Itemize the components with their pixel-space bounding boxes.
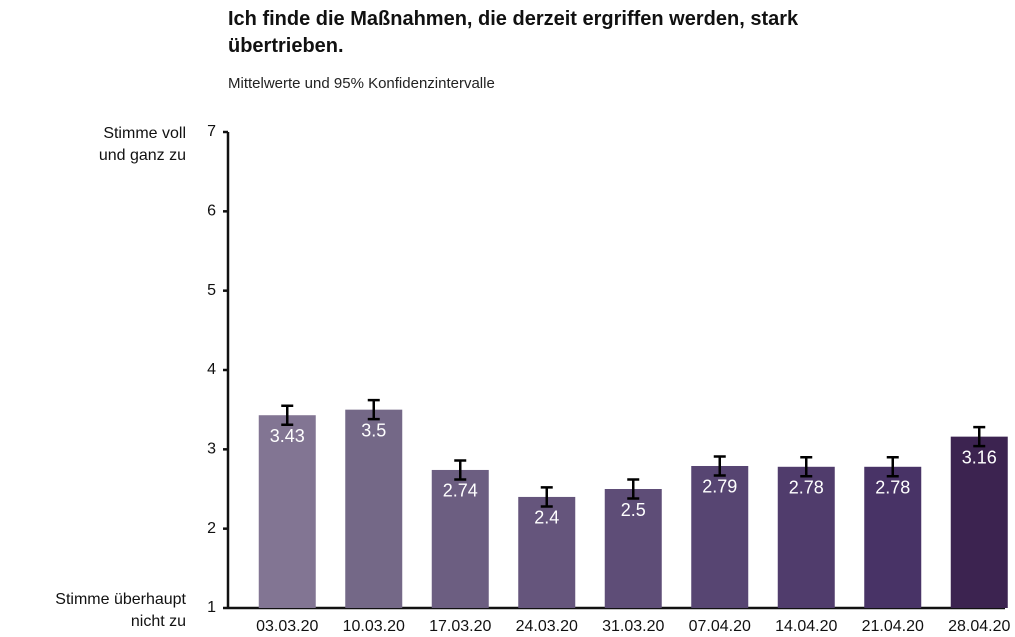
y-tick-label: 5 xyxy=(207,282,216,299)
x-tick-label: 07.04.20 xyxy=(689,618,751,635)
y-tick-label: 1 xyxy=(207,599,216,616)
x-tick-label: 10.03.20 xyxy=(343,618,405,635)
bar xyxy=(864,466,922,608)
x-tick-label: 14.04.20 xyxy=(775,618,837,635)
data-label: 2.4 xyxy=(534,508,559,528)
error-bar xyxy=(367,398,380,421)
error-bar xyxy=(973,425,986,448)
error-bar xyxy=(800,456,813,478)
bar xyxy=(431,469,489,608)
data-label: 3.43 xyxy=(270,426,305,446)
y-tick-label: 7 xyxy=(207,123,216,140)
chart-title: Ich finde die Maßnahmen, die derzeit erg… xyxy=(228,8,799,57)
bar xyxy=(777,466,835,608)
y-tick-label: 4 xyxy=(207,361,216,378)
chart-subtitle: Mittelwerte und 95% Konfidenzintervalle xyxy=(228,75,495,92)
y-end-label: Stimme voll xyxy=(103,125,186,142)
x-tick-label: 03.03.20 xyxy=(256,618,318,635)
x-tick-label: 28.04.20 xyxy=(948,618,1010,635)
bar xyxy=(345,409,403,608)
x-tick-label: 17.03.20 xyxy=(429,618,491,635)
bar xyxy=(518,496,576,608)
error-bar xyxy=(627,478,640,500)
error-bar xyxy=(281,404,294,426)
x-tick-label: 24.03.20 xyxy=(516,618,578,635)
data-label: 2.5 xyxy=(621,500,646,520)
y-tick-label: 2 xyxy=(207,520,216,537)
data-label: 2.79 xyxy=(702,477,737,497)
error-bar xyxy=(454,459,467,481)
data-label: 2.78 xyxy=(875,478,910,498)
x-tick-label: 21.04.20 xyxy=(862,618,924,635)
bar xyxy=(258,415,316,608)
data-label: 2.78 xyxy=(789,478,824,498)
y-tick-label: 6 xyxy=(207,203,216,220)
y-end-label: Stimme überhaupt xyxy=(55,591,186,608)
bar xyxy=(604,489,662,608)
bar xyxy=(950,436,1008,608)
bar xyxy=(691,465,749,608)
data-label: 2.74 xyxy=(443,481,478,501)
error-bar xyxy=(713,455,726,477)
x-tick-label: 31.03.20 xyxy=(602,618,664,635)
y-tick-label: 3 xyxy=(207,441,216,458)
error-bar xyxy=(540,486,553,508)
data-label: 3.5 xyxy=(361,420,386,440)
y-end-label: und ganz zu xyxy=(99,147,186,164)
data-label: 3.16 xyxy=(962,447,997,467)
error-bar xyxy=(886,456,899,478)
y-end-label: nicht zu xyxy=(131,613,186,630)
